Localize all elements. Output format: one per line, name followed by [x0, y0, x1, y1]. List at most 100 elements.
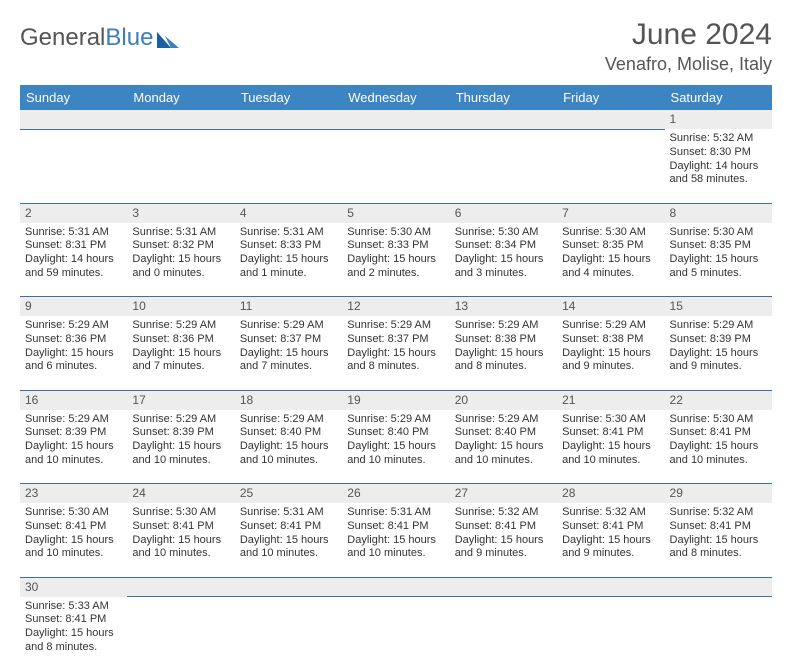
day-number-cell [20, 110, 127, 129]
day-cell: Sunrise: 5:29 AMSunset: 8:39 PMDaylight:… [665, 316, 772, 390]
day-cell [127, 129, 234, 203]
day-d1: Daylight: 14 hours [25, 253, 122, 267]
day-sr: Sunrise: 5:30 AM [670, 413, 767, 427]
day-d1: Daylight: 15 hours [25, 440, 122, 454]
day-number-cell: 28 [557, 484, 664, 504]
day-d1: Daylight: 15 hours [132, 534, 229, 548]
day-cell [557, 129, 664, 203]
day-cell: Sunrise: 5:30 AMSunset: 8:41 PMDaylight:… [20, 503, 127, 577]
day-d1: Daylight: 15 hours [132, 347, 229, 361]
day-cell: Sunrise: 5:29 AMSunset: 8:38 PMDaylight:… [450, 316, 557, 390]
day-cell: Sunrise: 5:30 AMSunset: 8:35 PMDaylight:… [557, 223, 664, 297]
daynum-row: 2345678 [20, 203, 772, 223]
day-sr: Sunrise: 5:30 AM [347, 226, 444, 240]
day-number-cell: 30 [20, 577, 127, 597]
day-content-row: Sunrise: 5:33 AMSunset: 8:41 PMDaylight:… [20, 597, 772, 671]
day-number-cell [450, 110, 557, 129]
day-number-cell: 15 [665, 297, 772, 317]
day-ss: Sunset: 8:35 PM [670, 239, 767, 253]
day-ss: Sunset: 8:38 PM [455, 333, 552, 347]
day-d1: Daylight: 15 hours [455, 253, 552, 267]
day-ss: Sunset: 8:39 PM [670, 333, 767, 347]
day-ss: Sunset: 8:30 PM [670, 146, 767, 160]
calendar-table: SundayMondayTuesdayWednesdayThursdayFrid… [20, 85, 772, 671]
day-cell: Sunrise: 5:32 AMSunset: 8:41 PMDaylight:… [557, 503, 664, 577]
day-d2: and 9 minutes. [562, 360, 659, 374]
day-d1: Daylight: 15 hours [25, 534, 122, 548]
day-d1: Daylight: 15 hours [347, 253, 444, 267]
day-d2: and 59 minutes. [25, 267, 122, 281]
day-d2: and 10 minutes. [240, 454, 337, 468]
day-ss: Sunset: 8:37 PM [240, 333, 337, 347]
day-number-cell: 2 [20, 203, 127, 223]
day-cell: Sunrise: 5:31 AMSunset: 8:41 PMDaylight:… [342, 503, 449, 577]
day-cell: Sunrise: 5:29 AMSunset: 8:37 PMDaylight:… [342, 316, 449, 390]
day-ss: Sunset: 8:41 PM [240, 520, 337, 534]
day-number-cell: 22 [665, 390, 772, 410]
weekday-header: Friday [557, 85, 664, 110]
day-sr: Sunrise: 5:29 AM [132, 319, 229, 333]
day-content-row: Sunrise: 5:31 AMSunset: 8:31 PMDaylight:… [20, 223, 772, 297]
day-d2: and 9 minutes. [670, 360, 767, 374]
day-d1: Daylight: 15 hours [670, 440, 767, 454]
day-number-cell [127, 577, 234, 597]
day-number-cell: 19 [342, 390, 449, 410]
day-number-cell: 14 [557, 297, 664, 317]
day-number-cell: 1 [665, 110, 772, 129]
day-ss: Sunset: 8:33 PM [347, 239, 444, 253]
day-number-cell [557, 577, 664, 597]
day-sr: Sunrise: 5:29 AM [347, 413, 444, 427]
day-cell: Sunrise: 5:30 AMSunset: 8:33 PMDaylight:… [342, 223, 449, 297]
day-d1: Daylight: 15 hours [132, 253, 229, 267]
day-d1: Daylight: 15 hours [455, 534, 552, 548]
day-number-cell: 9 [20, 297, 127, 317]
day-ss: Sunset: 8:37 PM [347, 333, 444, 347]
day-number-cell: 18 [235, 390, 342, 410]
day-d2: and 1 minute. [240, 267, 337, 281]
day-d2: and 6 minutes. [25, 360, 122, 374]
daynum-row: 23242526272829 [20, 484, 772, 504]
day-d2: and 10 minutes. [132, 454, 229, 468]
day-number-cell: 13 [450, 297, 557, 317]
day-sr: Sunrise: 5:30 AM [25, 506, 122, 520]
day-ss: Sunset: 8:41 PM [670, 426, 767, 440]
day-sr: Sunrise: 5:31 AM [347, 506, 444, 520]
day-sr: Sunrise: 5:29 AM [670, 319, 767, 333]
day-cell: Sunrise: 5:33 AMSunset: 8:41 PMDaylight:… [20, 597, 127, 671]
daynum-row: 30 [20, 577, 772, 597]
day-sr: Sunrise: 5:31 AM [132, 226, 229, 240]
day-sr: Sunrise: 5:32 AM [455, 506, 552, 520]
day-sr: Sunrise: 5:29 AM [240, 413, 337, 427]
day-sr: Sunrise: 5:29 AM [25, 319, 122, 333]
day-number-cell: 4 [235, 203, 342, 223]
day-sr: Sunrise: 5:30 AM [562, 413, 659, 427]
day-number-cell: 21 [557, 390, 664, 410]
day-cell: Sunrise: 5:31 AMSunset: 8:32 PMDaylight:… [127, 223, 234, 297]
day-sr: Sunrise: 5:32 AM [562, 506, 659, 520]
day-sr: Sunrise: 5:29 AM [455, 319, 552, 333]
day-d2: and 8 minutes. [25, 641, 122, 655]
day-number-cell [342, 110, 449, 129]
day-sr: Sunrise: 5:30 AM [670, 226, 767, 240]
logo-sail-icon [155, 28, 181, 50]
day-d2: and 3 minutes. [455, 267, 552, 281]
day-sr: Sunrise: 5:30 AM [562, 226, 659, 240]
day-cell: Sunrise: 5:29 AMSunset: 8:38 PMDaylight:… [557, 316, 664, 390]
day-d1: Daylight: 15 hours [347, 440, 444, 454]
weekday-header: Sunday [20, 85, 127, 110]
day-ss: Sunset: 8:33 PM [240, 239, 337, 253]
day-cell: Sunrise: 5:29 AMSunset: 8:36 PMDaylight:… [20, 316, 127, 390]
daynum-row: 16171819202122 [20, 390, 772, 410]
day-number-cell: 11 [235, 297, 342, 317]
day-content-row: Sunrise: 5:30 AMSunset: 8:41 PMDaylight:… [20, 503, 772, 577]
day-d2: and 10 minutes. [562, 454, 659, 468]
day-d1: Daylight: 15 hours [562, 347, 659, 361]
day-d2: and 10 minutes. [240, 547, 337, 561]
weekday-header-row: SundayMondayTuesdayWednesdayThursdayFrid… [20, 85, 772, 110]
day-number-cell: 29 [665, 484, 772, 504]
day-cell [342, 597, 449, 671]
day-d2: and 8 minutes. [455, 360, 552, 374]
day-d1: Daylight: 15 hours [240, 534, 337, 548]
day-d1: Daylight: 15 hours [347, 347, 444, 361]
day-d1: Daylight: 15 hours [562, 534, 659, 548]
